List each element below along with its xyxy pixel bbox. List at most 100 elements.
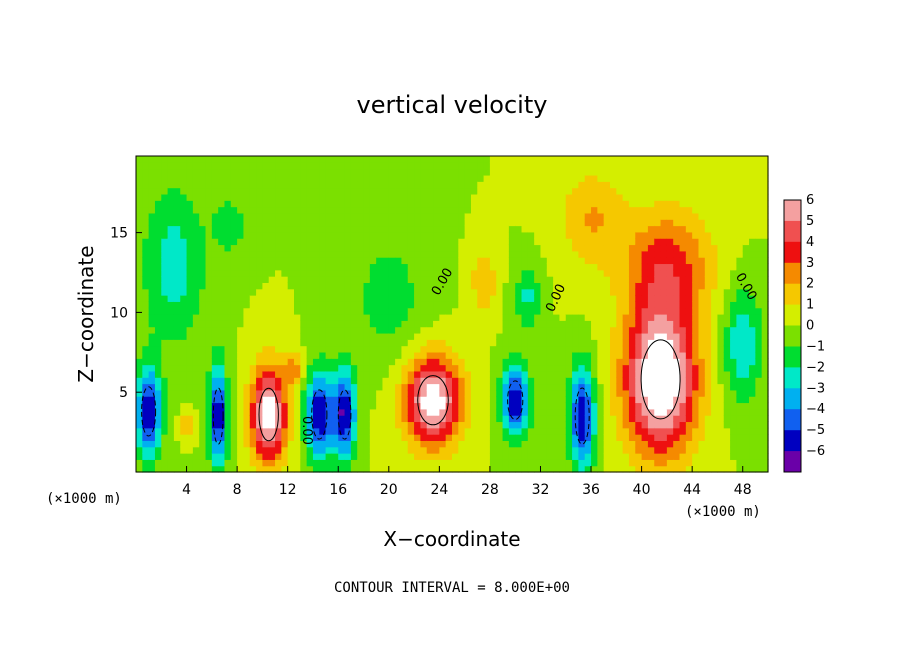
heatmap-cell: [268, 383, 276, 391]
heatmap-cell: [433, 263, 440, 271]
heatmap-cell: [388, 415, 396, 423]
heatmap-cell: [742, 276, 750, 283]
heatmap-cell: [483, 238, 491, 246]
heatmap-cell: [673, 440, 681, 448]
heatmap-cell: [262, 440, 270, 448]
heatmap-cell: [546, 193, 554, 201]
heatmap-cell: [268, 225, 276, 233]
heatmap-cell: [673, 370, 681, 378]
heatmap-cell: [622, 187, 630, 195]
heatmap-cell: [338, 181, 346, 189]
heatmap-cell: [622, 415, 630, 423]
heatmap-cell: [546, 408, 554, 416]
heatmap-cell: [717, 339, 725, 347]
heatmap-cell: [515, 193, 523, 201]
heatmap-cell: [704, 212, 712, 220]
heatmap-cell: [496, 389, 504, 397]
heatmap-cell: [407, 434, 415, 441]
heatmap-cell: [319, 440, 327, 448]
heatmap-cell: [654, 351, 662, 359]
heatmap-cell: [616, 301, 624, 309]
heatmap-cell: [622, 288, 630, 296]
heatmap-cell: [338, 446, 346, 454]
heatmap-cell: [294, 244, 301, 252]
heatmap-cell: [312, 314, 320, 321]
heatmap-cell: [439, 307, 447, 315]
heatmap-cell: [540, 168, 548, 176]
heatmap-cell: [527, 200, 535, 208]
heatmap-cell: [502, 200, 510, 208]
heatmap-cell: [685, 364, 693, 372]
heatmap-cell: [154, 465, 162, 473]
heatmap-cell: [420, 427, 428, 435]
heatmap-cell: [711, 415, 719, 423]
heatmap-cell: [464, 427, 472, 435]
heatmap-cell: [420, 282, 428, 290]
heatmap-cell: [628, 332, 636, 340]
heatmap-cell: [148, 162, 156, 170]
heatmap-cell: [275, 193, 282, 201]
heatmap-cell: [426, 257, 434, 265]
heatmap-cell: [369, 377, 377, 385]
heatmap-cell: [306, 301, 314, 309]
heatmap-cell: [407, 174, 415, 182]
heatmap-cell: [401, 168, 409, 176]
heatmap-cell: [591, 162, 598, 170]
heatmap-cell: [584, 459, 592, 467]
heatmap-cell: [192, 351, 200, 359]
heatmap-cell: [414, 295, 421, 302]
heatmap-cell: [180, 370, 188, 378]
heatmap-cell: [679, 162, 687, 170]
heatmap-cell: [224, 345, 232, 353]
heatmap-cell: [572, 383, 579, 391]
heatmap-cell: [666, 156, 674, 163]
heatmap-cell: [464, 263, 472, 271]
heatmap-cell: [755, 465, 763, 473]
heatmap-cell: [325, 427, 333, 435]
heatmap-cell: [666, 269, 674, 277]
heatmap-cell: [426, 408, 434, 416]
heatmap-cell: [641, 162, 649, 170]
heatmap-cell: [597, 263, 605, 271]
heatmap-cell: [230, 295, 238, 302]
heatmap-cell: [230, 320, 238, 328]
heatmap-cell: [350, 181, 358, 189]
heatmap-cell: [154, 219, 162, 227]
heatmap-cell: [521, 269, 529, 277]
heatmap-cell: [350, 231, 358, 239]
heatmap-cell: [452, 402, 459, 410]
heatmap-cell: [376, 446, 384, 454]
heatmap-cell: [420, 206, 428, 214]
heatmap-cell: [363, 193, 371, 201]
heatmap-cell: [736, 364, 744, 372]
heatmap-cell: [414, 459, 421, 467]
heatmap-cell: [186, 168, 194, 176]
heatmap-cell: [477, 301, 485, 309]
heatmap-cell: [369, 345, 377, 353]
heatmap-cell: [161, 276, 169, 283]
heatmap-cell: [527, 364, 535, 372]
heatmap-cell: [698, 345, 706, 353]
heatmap-cell: [603, 168, 611, 176]
heatmap-cell: [559, 238, 567, 246]
heatmap-cell: [730, 453, 737, 460]
heatmap-cell: [755, 453, 763, 460]
heatmap-cell: [464, 421, 472, 429]
heatmap-cell: [452, 181, 459, 189]
heatmap-cell: [711, 446, 719, 454]
heatmap-cell: [540, 453, 548, 460]
heatmap-cell: [199, 377, 207, 385]
heatmap-cell: [395, 156, 403, 163]
heatmap-cell: [382, 219, 390, 227]
heatmap-cell: [357, 370, 365, 378]
heatmap-cell: [192, 219, 200, 227]
heatmap-cell: [199, 440, 207, 448]
heatmap-cell: [262, 193, 270, 201]
heatmap-cell: [256, 459, 263, 467]
heatmap-cell: [452, 225, 459, 233]
heatmap-cell: [350, 332, 358, 340]
heatmap-cell: [369, 446, 377, 454]
heatmap-cell: [711, 396, 719, 404]
heatmap-cell: [572, 370, 579, 378]
heatmap-cell: [325, 326, 333, 334]
